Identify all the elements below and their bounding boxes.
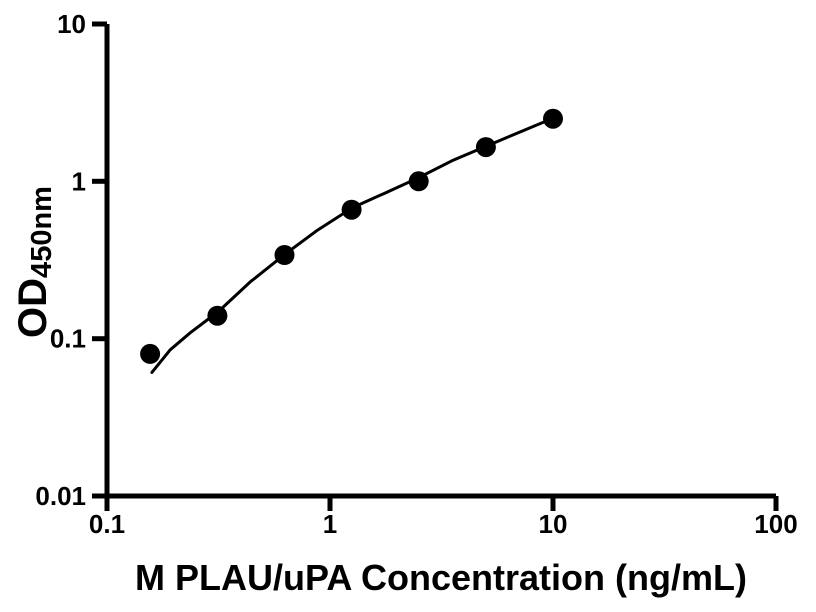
x-tick-label: 0.1: [89, 509, 125, 539]
x-tick-label: 100: [754, 509, 797, 539]
x-axis-title: M PLAU/uPA Concentration (ng/mL): [135, 557, 747, 598]
y-tick-label: 10: [57, 9, 86, 39]
y-axis-title: OD450nm: [11, 186, 58, 338]
data-point: [140, 343, 161, 364]
x-tick-labels: 0.1 1 10 100: [89, 509, 798, 539]
y-tick-labels: 10 1 0.1 0.01: [35, 9, 86, 511]
data-point: [475, 137, 496, 158]
axis-spines: [104, 24, 776, 499]
y-axis-title-main: OD: [11, 278, 55, 338]
y-tick-label: 0.1: [50, 324, 86, 354]
data-point: [543, 108, 563, 129]
x-tick-label: 10: [539, 509, 568, 539]
y-tick-label: 0.01: [35, 481, 86, 511]
y-tick-label: 1: [72, 166, 86, 196]
fit-curve-line: [150, 116, 555, 374]
data-point: [341, 199, 362, 220]
x-ticks: [104, 496, 779, 511]
data-points: [140, 108, 563, 364]
y-axis-title-subscript: 450nm: [26, 186, 58, 278]
data-point: [274, 245, 295, 265]
data-point: [207, 305, 228, 326]
data-point: [408, 171, 429, 192]
x-tick-label: 1: [323, 509, 337, 539]
